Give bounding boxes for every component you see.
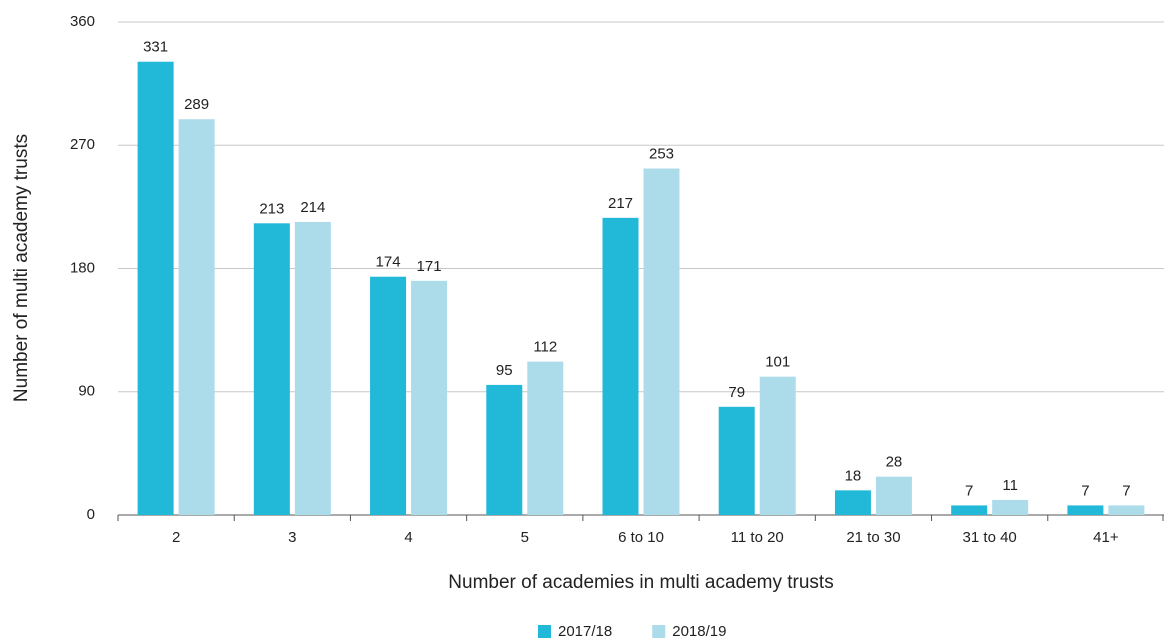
x-tick-label: 6 to 10 (618, 529, 664, 546)
bar (759, 376, 796, 515)
bar (527, 361, 564, 515)
data-label: 253 (649, 145, 674, 162)
data-label: 7 (1122, 482, 1130, 499)
x-tick-label: 2 (172, 529, 180, 546)
data-label: 7 (965, 482, 973, 499)
bar (1108, 505, 1145, 515)
bar (178, 119, 215, 515)
bar (137, 61, 174, 515)
bar (253, 223, 290, 515)
y-tick-label: 0 (87, 506, 95, 523)
bar (718, 406, 755, 515)
y-tick-label: 180 (70, 259, 95, 276)
data-label: 18 (845, 467, 862, 484)
data-label: 214 (300, 199, 325, 216)
bar (1067, 505, 1104, 515)
data-label: 331 (143, 39, 168, 56)
data-label: 101 (765, 354, 790, 371)
x-tick-label: 31 to 40 (963, 529, 1017, 546)
data-label: 79 (728, 384, 745, 401)
data-label: 7 (1081, 482, 1089, 499)
data-label: 174 (376, 254, 401, 271)
legend-swatch (652, 625, 666, 638)
bar (411, 280, 448, 515)
bar (951, 505, 988, 515)
data-label: 11 (1002, 477, 1018, 494)
data-label: 171 (417, 258, 442, 275)
y-tick-label: 360 (70, 13, 95, 30)
y-axis-title: Number of multi academy trusts (11, 134, 32, 402)
y-tick-label: 90 (78, 383, 95, 400)
data-label: 289 (184, 96, 209, 113)
x-tick-label: 4 (404, 529, 412, 546)
y-tick-label: 270 (70, 136, 95, 153)
bar (486, 384, 523, 515)
data-label: 112 (533, 339, 557, 356)
x-tick-label: 5 (521, 529, 529, 546)
data-label: 95 (496, 362, 513, 379)
x-tick-label: 3 (288, 529, 296, 546)
x-tick-label: 11 to 20 (731, 529, 784, 546)
bar (294, 221, 331, 515)
data-label: 28 (886, 454, 903, 471)
legend-label: 2018/19 (672, 623, 726, 640)
legend-label: 2017/18 (558, 623, 612, 640)
data-label: 213 (259, 200, 284, 217)
legend-swatch (538, 625, 551, 638)
x-axis-title: Number of academies in multi academy tru… (448, 572, 833, 593)
bar (834, 490, 871, 515)
data-label: 217 (608, 195, 633, 212)
bar (992, 499, 1029, 515)
bar (602, 217, 639, 515)
bar (643, 168, 680, 515)
bar (370, 276, 407, 515)
bar (875, 476, 912, 515)
x-tick-label: 21 to 30 (846, 529, 900, 546)
x-tick-label: 41+ (1093, 529, 1119, 546)
